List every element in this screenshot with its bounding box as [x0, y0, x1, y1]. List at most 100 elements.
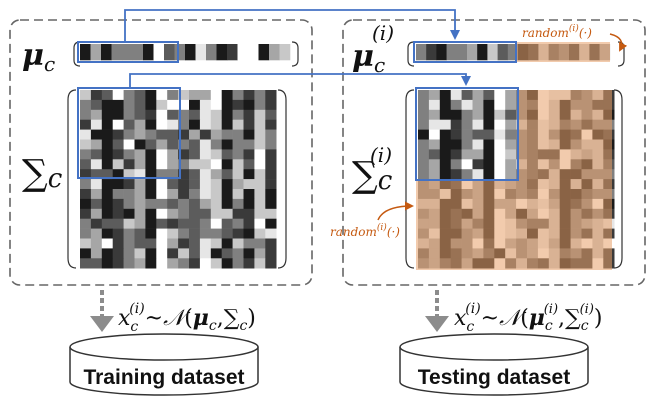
matrix-cell: [189, 149, 201, 160]
matrix-cell: [145, 218, 157, 229]
matrix-cell: [428, 149, 441, 160]
matrix-cell: [199, 149, 212, 160]
matrix-cell: [80, 248, 92, 259]
matrix-cell: [156, 248, 168, 259]
matrix-cell: [90, 258, 103, 269]
matrix-cell: [167, 149, 179, 160]
matrix-cell: [189, 228, 201, 239]
matrix-cell: [428, 139, 441, 150]
train-sampling-formula: xc(i)~𝒩(μc,∑c): [118, 301, 256, 335]
matrix-cell: [145, 248, 157, 259]
matrix-cell: [450, 90, 462, 101]
matrix-cell: [232, 169, 244, 180]
matrix-cell: [123, 159, 135, 170]
matrix-cell: [112, 139, 124, 150]
matrix-cell: [254, 149, 266, 160]
random-arrow-mean: [609, 33, 628, 52]
matrix-cell: [505, 149, 517, 160]
matrix-cell: [254, 129, 266, 140]
matrix-cell: [232, 258, 244, 269]
matrix-cell: [221, 90, 233, 101]
matrix-cell: [199, 119, 212, 130]
matrix-cell: [483, 99, 495, 111]
matrix-cell: [90, 99, 103, 111]
matrix-cell: [221, 99, 233, 111]
right-cov-highlight: [415, 87, 519, 181]
matrix-cell: [254, 228, 266, 239]
matrix-cell: [426, 44, 437, 61]
matrix-cell: [156, 129, 168, 140]
matrix-cell: [189, 159, 201, 170]
matrix-cell: [101, 238, 113, 249]
matrix-cell: [167, 258, 179, 269]
matrix-cell: [199, 169, 212, 180]
matrix-cell: [472, 129, 484, 140]
matrix-cell: [505, 119, 517, 130]
matrix-cell: [112, 149, 124, 160]
matrix-cell: [145, 179, 157, 190]
right-mean-superscript: (i): [372, 21, 394, 45]
matrix-cell: [167, 238, 179, 249]
matrix-cell: [472, 109, 484, 120]
matrix-cell: [243, 248, 255, 259]
matrix-cell: [178, 179, 190, 190]
matrix-cell: [178, 169, 190, 180]
matrix-cell: [221, 139, 233, 150]
matrix-cell: [232, 218, 244, 229]
matrix-cell: [101, 248, 113, 259]
matrix-cell: [80, 228, 92, 239]
right-mean-subscript: c: [374, 53, 385, 77]
matrix-cell: [418, 139, 430, 150]
matrix-cell: [178, 90, 190, 101]
matrix-cell: [483, 129, 495, 140]
matrix-cell: [221, 258, 233, 269]
matrix-cell: [112, 208, 124, 219]
matrix-cell: [477, 44, 488, 61]
matrix-cell: [483, 169, 495, 180]
matrix-cell: [418, 90, 430, 101]
matrix-cell: [178, 109, 190, 120]
right-mean-label: μc: [352, 39, 385, 77]
matrix-cell: [461, 109, 473, 120]
matrix-cell: [428, 169, 441, 180]
matrix-cell: [167, 119, 179, 130]
random-arrow-cov: [377, 201, 414, 221]
matrix-cell: [189, 109, 201, 120]
matrix-cell: [156, 90, 168, 101]
testing-dataset-cylinder: Testing dataset: [399, 333, 589, 396]
matrix-cell: [265, 258, 277, 269]
matrix-cell: [80, 149, 92, 160]
matrix-cell: [80, 198, 92, 210]
matrix-cell: [418, 149, 430, 160]
matrix-cell: [243, 109, 255, 120]
matrix-cell: [221, 129, 233, 140]
matrix-cell: [101, 258, 113, 269]
matrix-cell: [483, 159, 495, 170]
matrix-cell: [112, 218, 124, 229]
matrix-cell: [178, 159, 190, 170]
matrix-cell: [505, 169, 517, 180]
matrix-cell: [167, 159, 179, 170]
matrix-cell: [112, 228, 124, 239]
matrix-cell: [90, 159, 103, 170]
matrix-cell: [189, 129, 201, 140]
matrix-cell: [167, 99, 179, 111]
matrix-cell: [243, 208, 255, 219]
matrix-cell: [90, 90, 103, 101]
matrix-cell: [145, 90, 157, 101]
matrix-cell: [199, 208, 212, 219]
matrix-cell: [112, 189, 124, 200]
matrix-cell: [210, 248, 222, 259]
matrix-cell: [189, 248, 201, 259]
matrix-cell: [112, 119, 124, 130]
matrix-cell: [416, 44, 427, 61]
matrix-cell: [494, 99, 506, 111]
left-cov-label: ∑c: [22, 153, 63, 194]
copy-cov-arrow: [129, 73, 471, 88]
matrix-cell: [232, 189, 244, 200]
matrix-cell: [494, 109, 506, 120]
matrix-cell: [232, 90, 244, 101]
matrix-cell: [80, 159, 92, 170]
matrix-cell: [80, 109, 92, 120]
matrix-cell: [178, 248, 190, 259]
